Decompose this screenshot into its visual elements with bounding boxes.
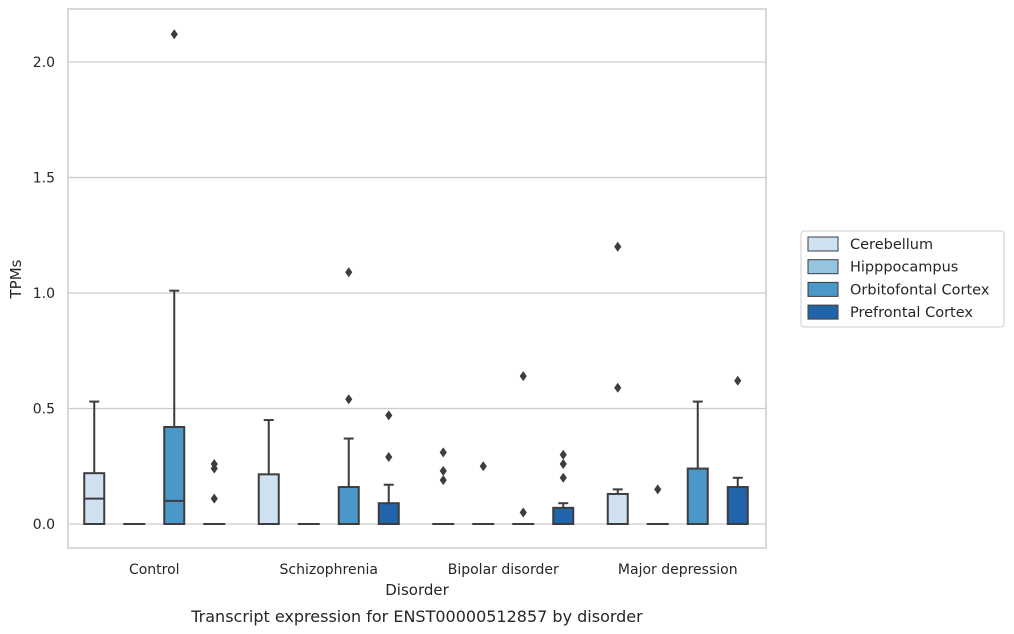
box-2-0 [432,447,455,526]
outlier-point [345,394,353,405]
box-iqr [337,486,360,526]
box-0-2 [163,29,186,526]
x-tick-label: Control [129,562,180,578]
y-axis-ticks: 0.0 0.5 1.0 1.5 2.0 [33,55,55,533]
outlier-point [734,375,742,386]
legend-swatch [807,281,839,297]
outlier-point [210,493,218,504]
box-2-2 [512,371,535,526]
y-tick-label: 0.5 [33,402,55,418]
legend-swatch [807,304,839,320]
outlier-point [519,507,527,518]
outlier-point [385,452,393,463]
box-iqr [552,506,575,525]
box-1-2 [337,267,360,526]
box-1-3 [377,410,400,525]
box-2-1 [472,461,495,526]
x-tick-label: Schizophrenia [280,562,378,578]
box-plot-series [83,29,749,526]
chart-caption: Transcript expression for ENST0000051285… [190,607,643,626]
x-tick-label: Bipolar disorder [448,562,559,578]
legend-swatch [807,236,839,252]
x-axis-ticks: Control Schizophrenia Bipolar disorder Majo… [129,562,738,578]
x-tick-label: Major depression [618,562,738,578]
outlier-point [439,475,447,486]
outlier-point [345,267,353,278]
box-1-0 [257,419,280,525]
box-iqr [606,492,629,526]
legend-label: Orbitofontal Cortex [850,282,990,298]
box-iqr [377,502,400,525]
y-tick-label: 2.0 [33,55,55,71]
outlier-point [439,447,447,458]
box-iqr [257,473,280,525]
y-tick-label: 1.5 [33,171,55,187]
box-iqr [163,425,186,526]
legend: Cerebellum Hipppocampus Orbitofontal Corte… [800,230,1005,328]
box-0-3 [203,458,226,526]
legend-frame [800,230,1005,328]
box-3-1 [646,484,669,526]
legend-items: Cerebellum Hipppocampus Orbitofontal Corte… [807,236,990,321]
outlier-point [614,382,622,393]
box-iqr [686,467,709,525]
legend-swatch [807,259,839,275]
box-2-3 [552,449,575,525]
box-3-0 [606,241,629,526]
outlier-point [559,449,567,460]
y-tick-label: 0.0 [33,517,55,533]
legend-label: Cerebellum [850,237,933,253]
outlier-point [210,463,218,474]
outlier-point [559,458,567,469]
y-axis-title: TPMs [7,259,25,299]
y-tick-label: 1.0 [33,286,55,302]
outlier-point [614,241,622,252]
outlier-point [559,472,567,483]
outlier-point [654,484,662,495]
outlier-point [519,371,527,382]
box-3-3 [726,375,749,526]
x-axis-title: Disorder [385,581,449,599]
box-3-2 [686,400,709,525]
outlier-point [439,465,447,476]
outlier-point [479,461,487,472]
legend-label: Prefrontal Cortex [850,305,973,321]
plot-frame [67,8,767,549]
box-iqr [726,486,749,526]
outlier-point [385,410,393,421]
outlier-point [170,29,178,40]
legend-label: Hipppocampus [850,260,958,276]
box-0-0 [83,400,106,525]
